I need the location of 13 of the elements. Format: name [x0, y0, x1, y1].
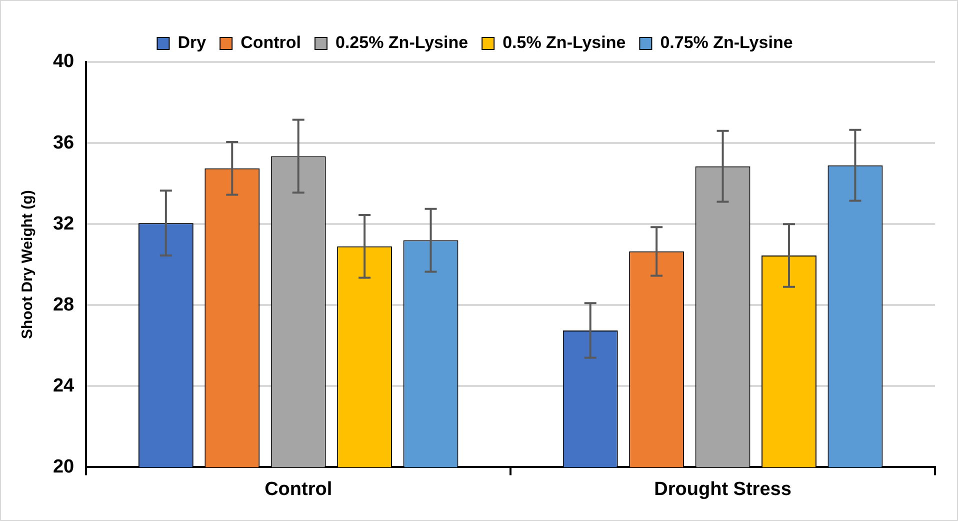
legend-label: Control: [240, 33, 302, 52]
y-tick-label: 24: [52, 375, 75, 396]
y-tick-label: 32: [52, 213, 74, 234]
y-tick-label: 40: [52, 51, 74, 72]
y-tick-label: 28: [52, 294, 74, 316]
y-tick-label: 36: [52, 132, 74, 154]
legend-label: Dry: [178, 33, 207, 52]
y-tick-label: 20: [52, 456, 74, 478]
x-tick-label: Drought Stress: [654, 478, 792, 500]
legend-label: 0.75% Zn-Lysine: [660, 33, 793, 52]
y-axis-title: Shoot Dry Weight (g): [19, 190, 36, 340]
legend-label: 0.25% Zn-Lysine: [335, 33, 468, 52]
legend-label: 0.5% Zn-Lysine: [502, 33, 626, 52]
